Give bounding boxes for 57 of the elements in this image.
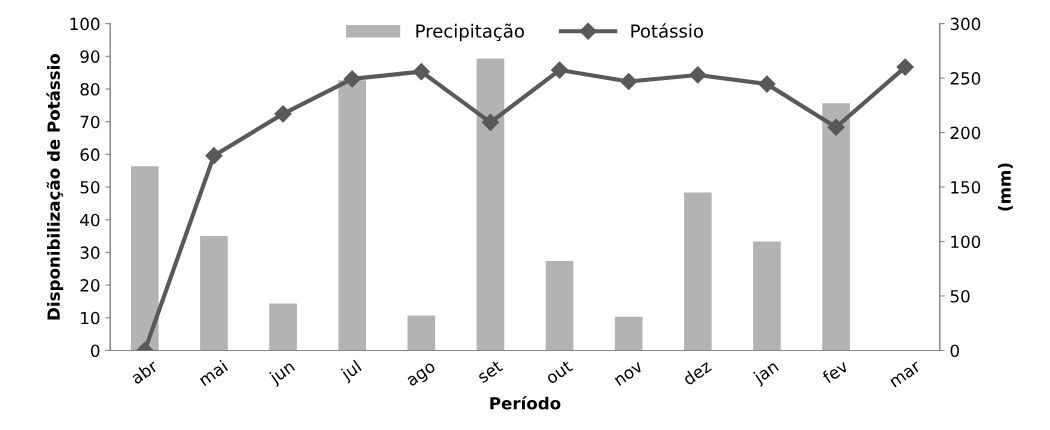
bar: [614, 316, 643, 351]
x-tick-label: abr: [129, 358, 159, 385]
y2-tick-label: 0: [950, 344, 959, 358]
y2-tick-label: 150: [951, 181, 981, 194]
point: [551, 61, 569, 79]
x-tick-label: dez: [681, 359, 713, 386]
point: [412, 63, 430, 81]
point: [205, 147, 223, 165]
bar: [822, 103, 850, 351]
bar: [407, 315, 436, 351]
y-tick-label: 70: [80, 115, 100, 129]
y2-tick-label: 50: [950, 289, 970, 303]
y2-tick-label: 250: [950, 72, 981, 85]
x-tick-label: ago: [406, 362, 438, 390]
point: [896, 58, 914, 76]
y-tick-label: 50: [80, 181, 100, 194]
x-tick-label: out: [545, 359, 574, 385]
point: [689, 66, 707, 84]
y-axis-title: Disponibilização de Potássio: [46, 53, 64, 320]
x-tick-label: mai: [197, 359, 229, 387]
x-tick-label: nov: [614, 361, 644, 387]
x-tick-label: set: [476, 359, 504, 384]
y-tick-label: 100: [70, 17, 100, 31]
y-tick-label: 10: [81, 311, 100, 325]
x-tick-label: mar: [890, 361, 922, 388]
point: [274, 105, 292, 123]
bar: [476, 58, 505, 351]
legend-label: Potássio: [631, 23, 703, 38]
bar: [269, 303, 297, 351]
x-tick-label: jun: [267, 359, 298, 387]
y-tick-label: 0: [91, 344, 100, 358]
bar: [753, 241, 781, 351]
point: [620, 72, 638, 91]
point: [827, 118, 845, 136]
y2-tick-label: 100: [951, 235, 981, 249]
bar: [200, 236, 228, 351]
bar: [545, 261, 574, 351]
y-tick-label: 60: [80, 148, 100, 161]
y2-axis-title: (mm): [997, 163, 1013, 211]
point: [481, 113, 499, 131]
bar: [338, 80, 367, 351]
y-tick-label: 40: [80, 213, 100, 227]
y-tick-label: 20: [80, 279, 100, 292]
x-tick-label: jan: [751, 359, 781, 387]
point: [758, 75, 776, 93]
bar: [683, 192, 712, 351]
bar: [130, 166, 159, 351]
legend-label: Precipitação: [416, 23, 524, 42]
point: [343, 70, 361, 88]
y-tick-label: 90: [80, 50, 100, 63]
x-tick-label: fev: [821, 359, 850, 385]
y2-tick-label: 300: [950, 17, 981, 31]
x-axis-title: Período: [490, 395, 561, 410]
x-tick-label: jul: [339, 359, 364, 384]
y2-tick-label: 200: [950, 126, 981, 140]
y-tick-label: 30: [80, 246, 100, 259]
y-tick-label: 80: [80, 82, 100, 96]
